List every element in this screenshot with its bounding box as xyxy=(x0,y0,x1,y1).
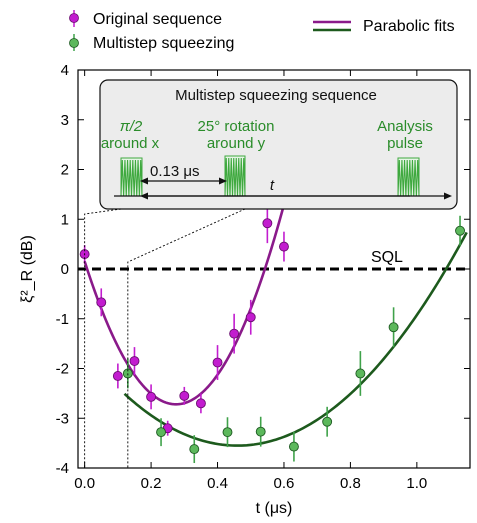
y-tick-label: -4 xyxy=(56,460,69,477)
data-point xyxy=(322,416,333,427)
legend-original-label: Original sequence xyxy=(93,11,222,28)
data-point xyxy=(129,356,140,366)
connector-line-start xyxy=(84,208,122,468)
series-original xyxy=(79,203,289,436)
data-point xyxy=(212,357,223,368)
inset-connectors xyxy=(84,208,246,468)
inset-title: Multistep squeezing sequence xyxy=(175,87,377,104)
legend-multistep-label: Multistep squeezing xyxy=(93,35,234,52)
data-point xyxy=(146,391,157,402)
legend-multistep-marker xyxy=(69,38,79,48)
plot-area: SQL xyxy=(78,172,470,464)
x-tick-label: 0.6 xyxy=(274,475,295,492)
data-point xyxy=(189,444,200,455)
data-point xyxy=(222,427,233,438)
data-point xyxy=(195,398,206,409)
inset-interval-arrow-head-left xyxy=(140,177,148,185)
data-point xyxy=(288,441,299,452)
y-tick-label: 4 xyxy=(61,62,69,79)
x-tick-label: 0.8 xyxy=(340,475,361,492)
inset-pulses xyxy=(120,155,420,197)
y-tick-label: -2 xyxy=(56,361,69,378)
inset-pulse-pi-half xyxy=(120,157,143,197)
data-point xyxy=(455,225,465,236)
inset-pulse3-label-1: Analysis xyxy=(377,118,433,135)
data-point xyxy=(156,427,167,438)
data-point xyxy=(262,218,273,229)
inset-pulse-analysis xyxy=(397,157,420,197)
x-tick-label: 0.2 xyxy=(141,475,162,492)
inset-t-arrow-head-left xyxy=(140,192,148,200)
legend-original-marker xyxy=(69,13,79,23)
fit-curve-multistep xyxy=(123,231,468,447)
fit-curve-original xyxy=(83,172,294,406)
inset-interval-label: 0.13 μs xyxy=(150,163,200,180)
y-tick-label: 0 xyxy=(61,261,69,278)
inset-interval-arrow-head-right xyxy=(219,177,227,185)
sql-label: SQL xyxy=(371,249,403,266)
y-axis-label: ξ²_R (dB) xyxy=(19,235,36,303)
x-axis-label: t (μs) xyxy=(256,500,293,517)
connector-line-rotation xyxy=(127,208,246,468)
inset-pulse2-label-2: around y xyxy=(207,135,266,152)
inset-box xyxy=(99,79,458,210)
y-tick-label: 1 xyxy=(61,211,69,228)
y-tick-label: 3 xyxy=(61,112,69,129)
inset-sequence-diagram: Multistep squeezing sequence π/2 around … xyxy=(99,79,458,210)
data-point xyxy=(229,328,240,339)
x-tick-label: 0.4 xyxy=(207,475,228,492)
legend-fit-label: Parabolic fits xyxy=(363,18,455,35)
y-tick-label: -1 xyxy=(56,311,69,328)
inset-t-arrow-head-right xyxy=(444,192,452,200)
data-point xyxy=(96,297,107,308)
axes: 0.0 0.2 0.4 0.6 0.8 1.0 -4 -3 -2 -1 0 1 2 3 4 t (μs) ξ²_… xyxy=(19,62,471,517)
inset-pulse1-label-1: π/2 xyxy=(120,118,143,135)
inset-pulse-rotation xyxy=(224,155,246,197)
inset-pulse2-label-1: 25° rotation xyxy=(198,118,275,135)
data-point xyxy=(245,312,256,323)
series-multistep xyxy=(122,215,465,464)
x-tick-label: 1.0 xyxy=(406,475,427,492)
data-point xyxy=(355,368,366,379)
data-point xyxy=(255,426,266,437)
legend: Original sequence Multistep squeezing Pa… xyxy=(69,10,455,52)
inset-t-label: t xyxy=(270,177,275,194)
data-point xyxy=(279,241,289,252)
data-point xyxy=(388,322,399,333)
y-tick-label: -3 xyxy=(56,410,69,427)
inset-pulse1-label-2: around x xyxy=(101,135,160,152)
x-tick-label: 0.0 xyxy=(74,475,95,492)
data-point xyxy=(179,390,190,401)
y-tick-label: 2 xyxy=(61,162,69,179)
inset-pulse3-label-2: pulse xyxy=(387,135,423,152)
data-point xyxy=(112,371,123,381)
